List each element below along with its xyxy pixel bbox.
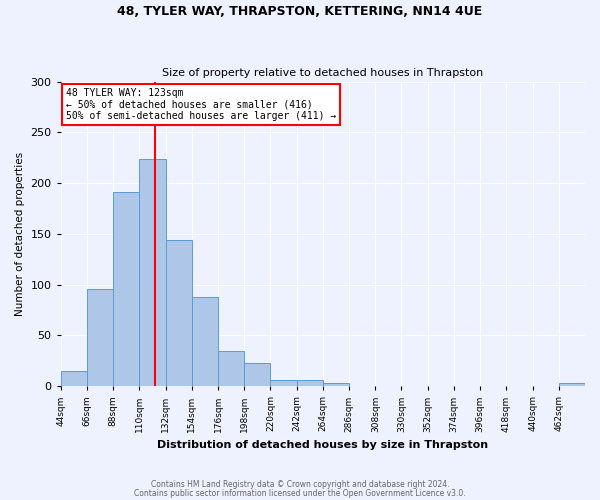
Bar (218, 350, 244, 386)
Bar (271, 380, 296, 386)
Bar (166, 240, 192, 386)
Text: Contains public sector information licensed under the Open Government Licence v3: Contains public sector information licen… (134, 489, 466, 498)
Y-axis label: Number of detached properties: Number of detached properties (15, 152, 25, 316)
Bar (139, 158, 166, 386)
Bar (113, 192, 139, 386)
Bar (87, 289, 113, 386)
Bar (61, 371, 87, 386)
Bar (244, 363, 271, 386)
Title: Size of property relative to detached houses in Thrapston: Size of property relative to detached ho… (162, 68, 484, 78)
Text: 48 TYLER WAY: 123sqm
← 50% of detached houses are smaller (416)
50% of semi-deta: 48 TYLER WAY: 123sqm ← 50% of detached h… (66, 88, 336, 121)
Text: Contains HM Land Registry data © Crown copyright and database right 2024.: Contains HM Land Registry data © Crown c… (151, 480, 449, 489)
Bar (192, 297, 218, 386)
Text: 48, TYLER WAY, THRAPSTON, KETTERING, NN14 4UE: 48, TYLER WAY, THRAPSTON, KETTERING, NN1… (118, 5, 482, 18)
X-axis label: Distribution of detached houses by size in Thrapston: Distribution of detached houses by size … (157, 440, 488, 450)
Bar (323, 383, 349, 386)
Bar (559, 383, 585, 386)
Bar (296, 380, 323, 386)
